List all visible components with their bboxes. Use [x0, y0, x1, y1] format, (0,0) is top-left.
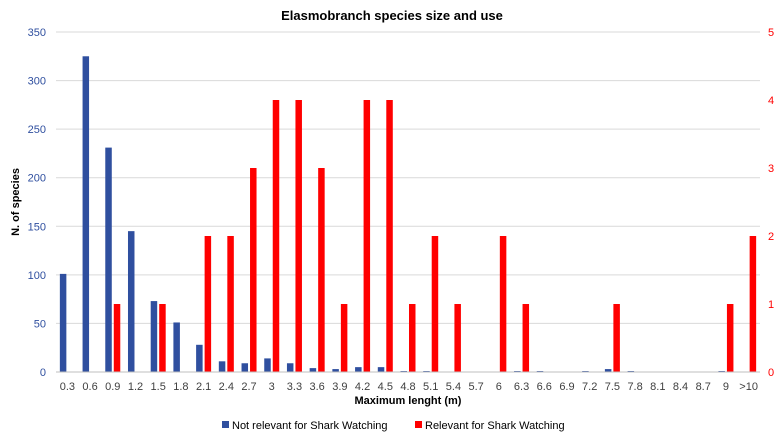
bar-relevant	[227, 236, 234, 372]
legend-swatch-not-relevant	[222, 421, 229, 428]
y-axis-title: N. of species	[10, 168, 22, 236]
x-axis-title: Maximum lenght (m)	[355, 395, 462, 407]
bar-relevant	[250, 168, 257, 372]
y-tick-label: 150	[28, 221, 46, 233]
legend: Not relevant for Shark Watching Relevant…	[222, 420, 565, 432]
bar-not-relevant	[59, 273, 67, 372]
x-tick-label: 1.5	[151, 381, 166, 393]
y-tick-label: 350	[28, 27, 46, 39]
legend-label-not-relevant: Not relevant for Shark Watching	[232, 420, 388, 432]
bars	[59, 56, 757, 373]
x-tick-label: 4.5	[378, 381, 393, 393]
bar-relevant	[522, 304, 530, 372]
x-tick-label: 5.1	[423, 381, 438, 393]
bar-not-relevant	[173, 322, 180, 372]
y2-tick-label: 0	[768, 367, 774, 379]
x-tick-label: 7.8	[627, 381, 642, 393]
legend-label-relevant: Relevant for Shark Watching	[425, 420, 565, 432]
x-tick-label: 3.6	[310, 381, 325, 393]
bar-not-relevant	[264, 358, 271, 372]
y2-tick-label: 4	[768, 95, 774, 107]
y-tick-label: 300	[28, 76, 46, 88]
x-tick-label: 4.2	[355, 381, 370, 393]
bar-relevant	[749, 236, 757, 372]
bar-not-relevant	[241, 363, 249, 372]
bar-relevant	[204, 236, 212, 372]
x-tick-label: 7.2	[582, 381, 597, 393]
x-tick-label: 1.8	[173, 381, 188, 393]
x-tick-label: 1.2	[128, 381, 143, 393]
bar-relevant	[726, 304, 734, 372]
bar-relevant	[431, 236, 439, 372]
x-tick-label: 2.1	[196, 381, 211, 393]
bar-not-relevant	[286, 363, 294, 372]
bar-not-relevant	[127, 231, 135, 372]
x-tick-label: 3	[269, 381, 275, 393]
x-tick-label: 5.7	[468, 381, 483, 393]
x-tick-label: 6.3	[514, 381, 529, 393]
x-tick-label: 4.8	[400, 381, 415, 393]
x-tick-label: 2.7	[241, 381, 256, 393]
bar-relevant	[318, 168, 325, 372]
bar-not-relevant	[218, 361, 226, 372]
x-tick-label: 8.4	[673, 381, 688, 393]
bar-relevant	[613, 304, 620, 372]
y-tick-label: 250	[28, 124, 46, 136]
x-tick-label: 9	[723, 381, 729, 393]
y-tick-label: 0	[40, 367, 46, 379]
axes: 0.3 0.6 0.9 1.2 1.5 1.8 2.1 2.4 2.7 3 3.3 3.6 3.9 4.2…	[28, 27, 774, 393]
bar-relevant	[386, 100, 393, 372]
bar-relevant	[499, 236, 507, 372]
legend-swatch-relevant	[415, 421, 422, 428]
bar-relevant	[363, 100, 371, 372]
chart-title: Elasmobranch species size and use	[281, 8, 503, 23]
bar-not-relevant	[309, 368, 317, 372]
x-tick-label: 0.9	[105, 381, 120, 393]
y-tick-label: 200	[28, 173, 46, 185]
x-tick-label: 3.9	[332, 381, 347, 393]
bar-not-relevant	[355, 367, 362, 372]
bar-relevant	[340, 304, 348, 372]
bar-relevant	[409, 304, 416, 372]
bar-not-relevant	[196, 344, 203, 372]
x-tick-label: 0.3	[60, 381, 75, 393]
x-tick-label: 6.6	[537, 381, 552, 393]
x-tick-label: 0.6	[82, 381, 97, 393]
x-tick-label: 6.9	[559, 381, 574, 393]
gridlines	[56, 31, 760, 324]
bar-relevant	[159, 304, 166, 372]
y2-tick-label: 1	[768, 299, 774, 311]
bar-relevant	[454, 304, 461, 372]
x-tick-label: >10	[739, 381, 758, 393]
bar-not-relevant	[332, 369, 339, 372]
x-tick-label: 5.4	[446, 381, 461, 393]
bar-relevant	[272, 100, 280, 372]
x-tick-label: 3.3	[287, 381, 302, 393]
x-tick-label: 8.7	[696, 381, 711, 393]
bar-relevant	[295, 100, 302, 372]
bar-relevant	[113, 304, 121, 372]
bar-not-relevant	[604, 369, 612, 372]
x-tick-label: 8.1	[650, 381, 665, 393]
bar-not-relevant	[105, 147, 112, 372]
x-tick-label: 7.5	[605, 381, 620, 393]
y2-tick-label: 5	[768, 27, 774, 39]
x-tick-label: 2.4	[219, 381, 234, 393]
y-tick-label: 100	[28, 270, 46, 282]
y2-tick-label: 2	[768, 231, 774, 243]
bar-not-relevant	[377, 367, 385, 372]
y-tick-label: 50	[34, 318, 46, 330]
bar-not-relevant	[150, 301, 158, 372]
bar-not-relevant	[82, 56, 90, 373]
x-tick-label: 6	[496, 381, 502, 393]
y2-tick-label: 3	[768, 163, 774, 175]
